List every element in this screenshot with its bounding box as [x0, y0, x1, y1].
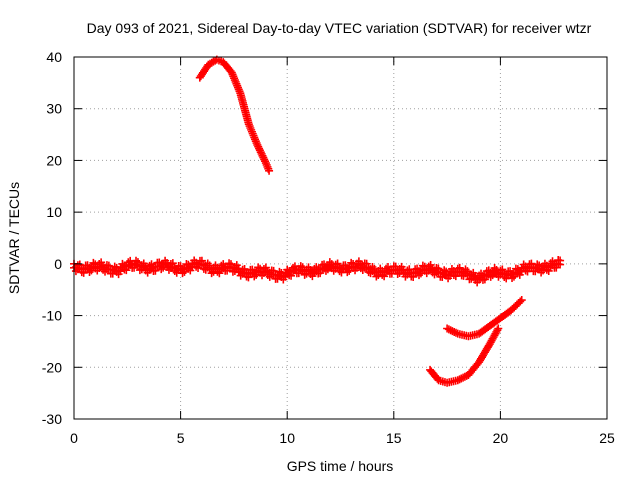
- x-tick-label: 5: [177, 430, 185, 446]
- data-point: [260, 155, 269, 164]
- data-point: [556, 260, 565, 269]
- data-point: [457, 374, 466, 383]
- series-3: [426, 324, 503, 387]
- x-tick-label: 10: [279, 430, 295, 446]
- data-point: [444, 325, 453, 334]
- data-point: [494, 324, 503, 333]
- y-tick-label: -30: [42, 411, 62, 427]
- data-point: [451, 328, 460, 337]
- y-tick-label: 30: [46, 101, 62, 117]
- plot-frame: [73, 56, 608, 420]
- y-tick-label: 40: [46, 49, 62, 65]
- axis-ticks: 0 5 10 15 20 25 -30 -20 -10 0 10 20 30 40: [42, 49, 615, 446]
- data-point: [256, 148, 265, 157]
- series-4: [443, 296, 526, 341]
- data-point: [446, 326, 455, 335]
- data-point: [443, 324, 452, 333]
- data-point: [450, 327, 459, 336]
- data-point: [259, 153, 268, 162]
- grid: [74, 57, 607, 419]
- data-point: [257, 149, 266, 158]
- data-point: [316, 269, 325, 278]
- data-point: [509, 272, 518, 281]
- y-tick-label: 20: [46, 152, 62, 168]
- chart-title: Day 093 of 2021, Sidereal Day-to-day VTE…: [87, 20, 592, 36]
- series-1: [70, 255, 565, 287]
- x-tick-label: 0: [70, 430, 78, 446]
- y-tick-label: 0: [54, 256, 62, 272]
- data-point: [493, 326, 502, 335]
- x-tick-label: 25: [599, 430, 615, 446]
- data-series: [70, 55, 565, 387]
- data-point: [265, 166, 274, 175]
- y-tick-label: -20: [42, 359, 62, 375]
- data-point: [453, 376, 462, 385]
- data-point: [254, 142, 263, 151]
- y-axis-label: SDTVAR / TECUs: [6, 182, 22, 294]
- x-axis-label: GPS time / hours: [287, 458, 394, 474]
- data-point: [455, 375, 464, 384]
- data-point: [517, 296, 526, 305]
- data-point: [480, 275, 489, 284]
- data-point: [516, 297, 525, 306]
- data-point: [255, 146, 264, 155]
- data-point: [459, 373, 468, 382]
- data-point: [261, 157, 270, 166]
- data-point: [460, 372, 469, 381]
- y-tick-label: 10: [46, 204, 62, 220]
- data-point: [448, 327, 457, 336]
- data-point: [151, 266, 160, 275]
- x-tick-label: 20: [493, 430, 509, 446]
- data-point: [253, 140, 262, 149]
- data-point: [255, 144, 264, 153]
- y-tick-label: -10: [42, 308, 62, 324]
- x-tick-label: 15: [386, 430, 402, 446]
- series-2: [195, 55, 274, 175]
- data-point: [258, 151, 267, 160]
